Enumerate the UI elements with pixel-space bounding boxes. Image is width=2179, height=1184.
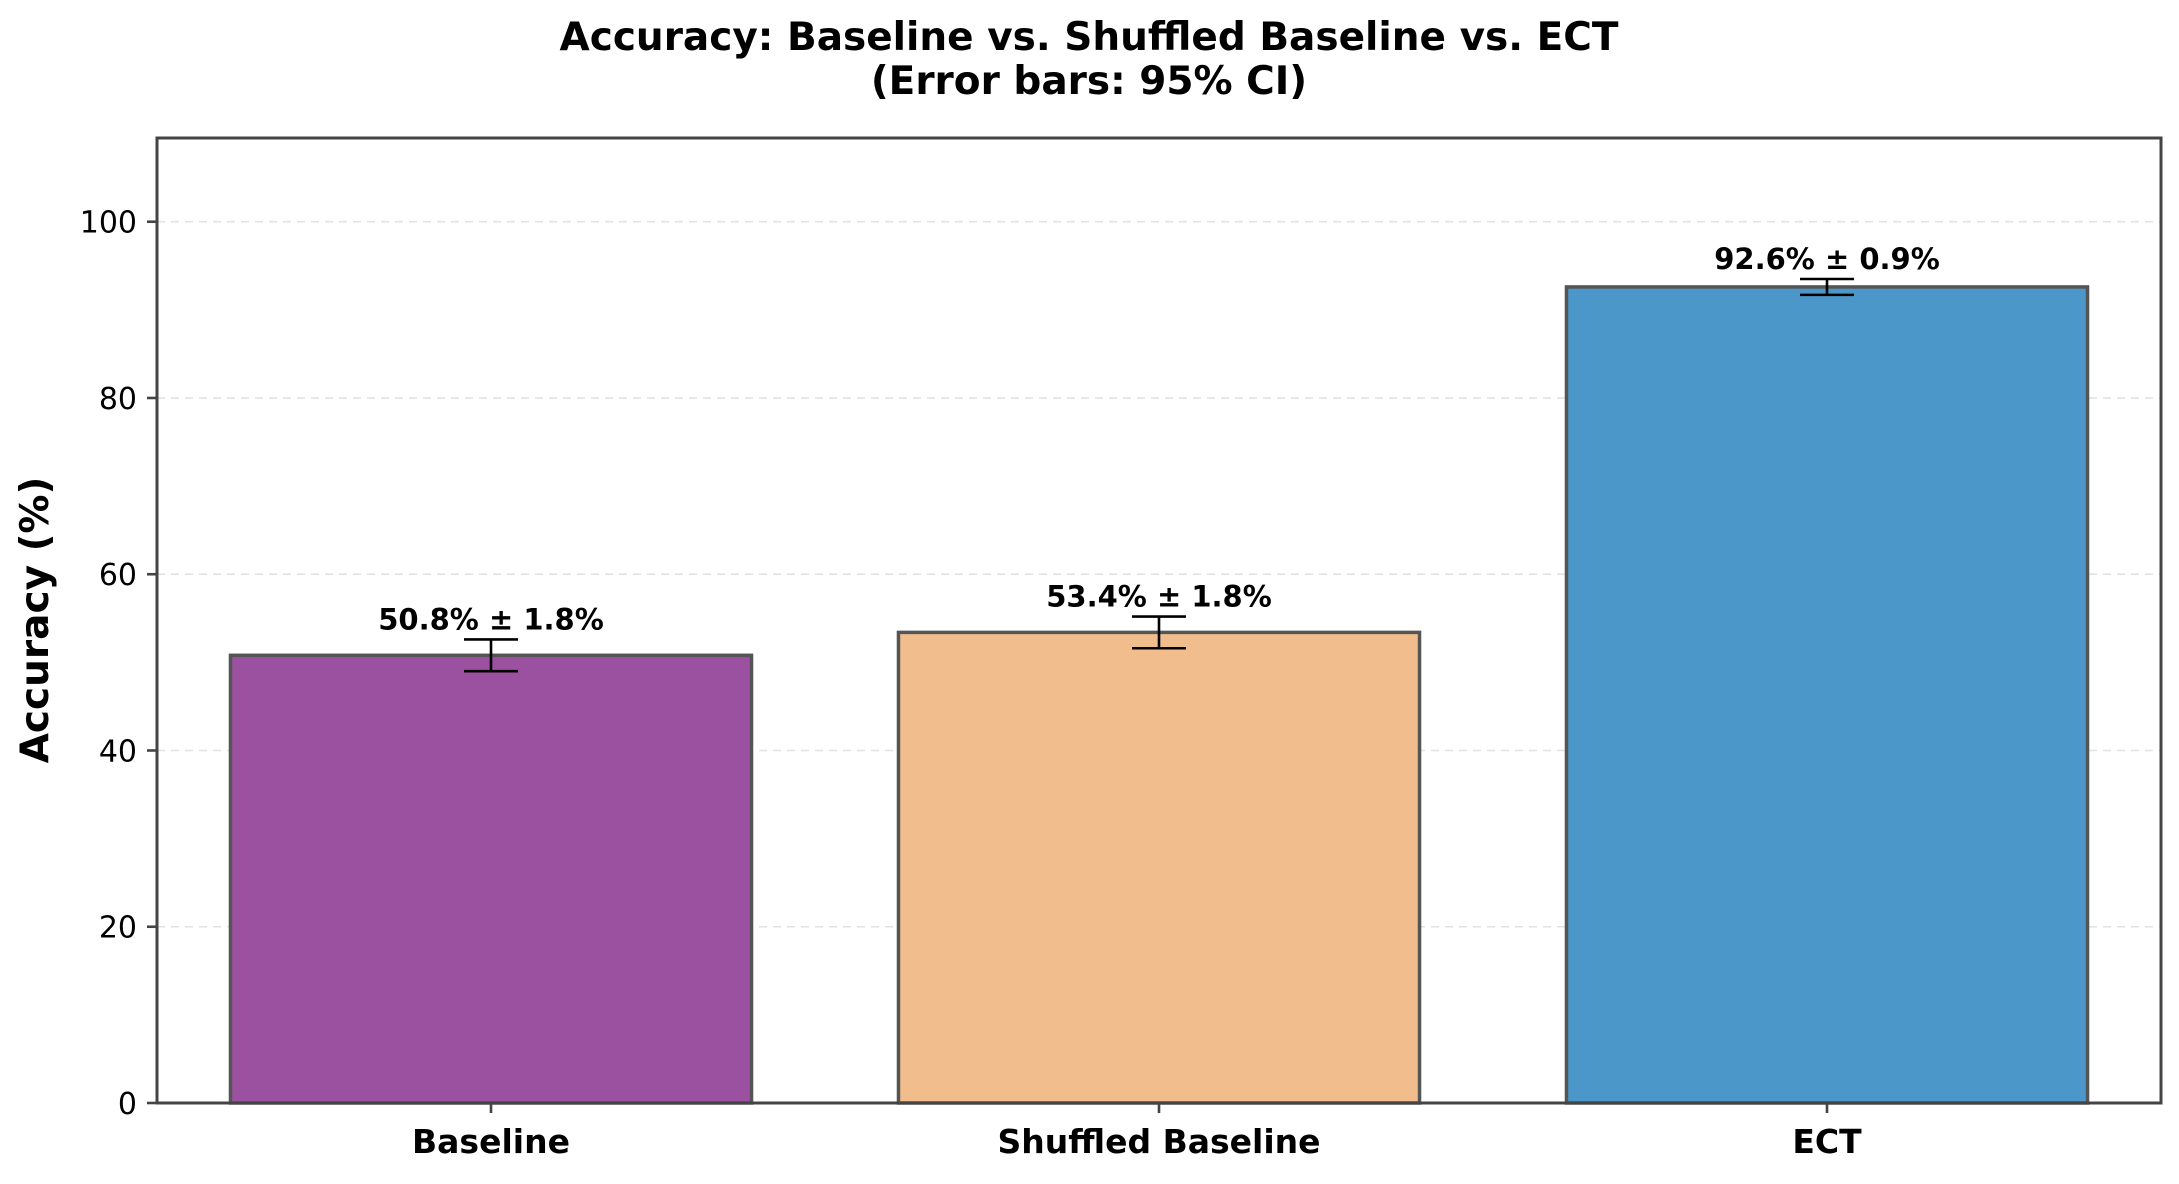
y-axis-ticks: 0 20 40 60 80 100	[80, 206, 157, 1122]
y-tick-label-100: 100	[80, 206, 137, 241]
bar-baseline	[228, 653, 754, 1105]
error-bars	[464, 277, 1854, 673]
x-axis-ticks: Baseline Shuffled Baseline ECT	[412, 1103, 1862, 1161]
chart-title: Accuracy: Baseline vs. Shuffled Baseline…	[560, 15, 1619, 104]
data-label-ect: 92.6% ± 0.9%	[1714, 242, 1940, 276]
error-bar-shuffled-baseline	[1132, 615, 1186, 650]
y-tick-label-20: 20	[99, 911, 137, 946]
chart-title-line-2: (Error bars: 95% CI)	[871, 59, 1307, 104]
error-bar-baseline	[464, 638, 518, 673]
bars	[228, 285, 2090, 1105]
bar-ect	[1564, 285, 2090, 1105]
y-tick-label-0: 0	[118, 1087, 137, 1122]
bar-shuffled-baseline	[896, 630, 1422, 1105]
y-tick-label-40: 40	[99, 734, 137, 769]
y-tick-label-80: 80	[99, 382, 137, 417]
data-label-shuffled-baseline: 53.4% ± 1.8%	[1046, 580, 1272, 614]
chart-title-line-1: Accuracy: Baseline vs. Shuffled Baseline…	[560, 15, 1619, 60]
error-bar-ect	[1800, 277, 1854, 297]
x-tick-label-baseline: Baseline	[412, 1122, 570, 1161]
data-label-baseline: 50.8% ± 1.8%	[378, 602, 604, 636]
x-tick-label-ect: ECT	[1792, 1122, 1862, 1161]
x-tick-label-shuffled-baseline: Shuffled Baseline	[997, 1122, 1320, 1161]
y-axis-label: Accuracy (%)	[13, 477, 58, 764]
data-labels: 50.8% ± 1.8% 53.4% ± 1.8% 92.6% ± 0.9%	[378, 242, 1940, 636]
y-tick-label-60: 60	[99, 558, 137, 593]
